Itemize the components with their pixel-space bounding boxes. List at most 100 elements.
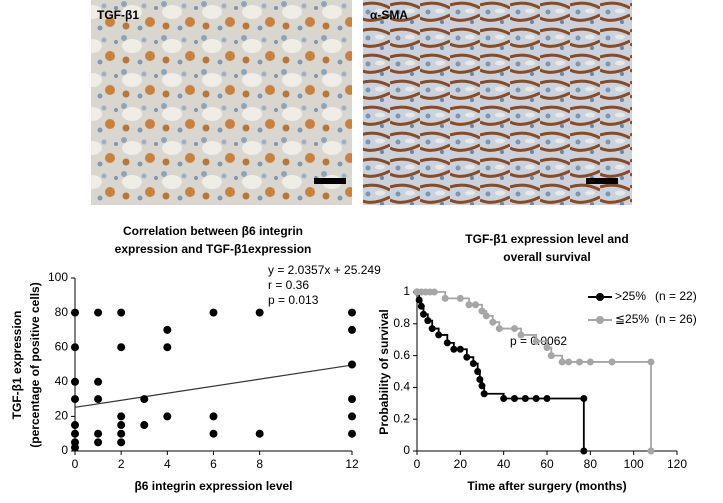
marker [456, 345, 464, 353]
point [94, 395, 103, 404]
marker [441, 294, 449, 302]
point [94, 308, 103, 317]
marker [511, 325, 518, 333]
image-label: TGF-β1 [97, 8, 139, 22]
marker [456, 294, 464, 302]
marker [521, 395, 529, 403]
point [140, 421, 149, 430]
marker [472, 301, 479, 309]
y-tick-label: 100 [48, 270, 68, 284]
chart-title: overall survival [503, 250, 590, 264]
point [163, 325, 172, 334]
annotation: r = 0.36 [268, 278, 309, 292]
marker [430, 288, 438, 296]
y-tick-label: 0.6 [393, 348, 410, 362]
legend-marker [596, 316, 604, 324]
marker [489, 318, 497, 326]
point [71, 421, 79, 430]
marker [482, 312, 490, 320]
point [348, 429, 356, 438]
y-axis-label: TGF-β1 expression [10, 311, 24, 420]
point [117, 308, 126, 317]
marker [543, 395, 551, 403]
marker [517, 331, 525, 339]
point [348, 325, 356, 334]
survival-curve [417, 291, 585, 451]
point [71, 429, 79, 438]
point [117, 429, 126, 438]
marker [608, 358, 616, 366]
y-tick-label: 40 [55, 374, 69, 388]
marker [532, 395, 540, 403]
point [255, 429, 264, 438]
point [163, 412, 172, 421]
x-tick-label: 12 [345, 457, 359, 471]
legend-label: >25% [615, 289, 646, 303]
point [348, 412, 356, 421]
marker [478, 307, 486, 315]
marker [586, 358, 594, 366]
y-tick-label: 60 [55, 339, 69, 353]
point [71, 343, 79, 352]
marker [558, 358, 566, 366]
point [94, 438, 103, 447]
x-tick-label: 60 [540, 457, 554, 471]
scale-bar [586, 178, 618, 184]
point [140, 395, 149, 404]
point [209, 308, 218, 317]
marker [474, 368, 482, 375]
x-axis-label: Time after surgery (months) [467, 479, 626, 493]
x-tick-label: 40 [497, 457, 511, 471]
point [94, 377, 103, 386]
x-tick-label: 120 [667, 457, 687, 471]
point [163, 343, 172, 352]
image-label: α-SMA [370, 8, 408, 22]
x-tick-label: 0 [414, 457, 421, 471]
marker [647, 358, 655, 366]
x-axis-label: β6 integrin expression level [134, 479, 292, 493]
marker [580, 395, 588, 403]
y-tick-label: 0 [61, 443, 68, 457]
marker [428, 325, 436, 333]
x-tick-label: 4 [164, 457, 171, 471]
marker [435, 331, 443, 339]
marker [495, 325, 503, 333]
marker [424, 317, 432, 325]
scale-bar [314, 178, 346, 184]
marker [647, 447, 655, 455]
micrograph [91, 0, 352, 205]
marker [532, 337, 540, 345]
marker [476, 375, 484, 383]
point [117, 421, 126, 430]
x-tick-label: 2 [118, 457, 125, 471]
point [71, 308, 79, 317]
y-tick-label: 0.2 [393, 411, 410, 425]
y-tick-label: 1 [403, 284, 410, 298]
x-tick-label: 100 [624, 457, 644, 471]
micrograph [363, 0, 632, 205]
x-tick-label: 8 [256, 457, 263, 471]
marker [465, 301, 473, 309]
x-tick-label: 80 [584, 457, 598, 471]
marker [420, 310, 427, 318]
y-axis-label: Probability of survival [377, 309, 391, 434]
y-tick-label: 0.4 [393, 380, 410, 394]
marker [565, 358, 573, 366]
marker [500, 395, 508, 403]
point [348, 360, 356, 369]
x-tick-label: 20 [454, 457, 468, 471]
point [348, 308, 356, 317]
marker [463, 353, 471, 361]
point [209, 412, 218, 421]
y-tick-label: 0 [403, 443, 410, 457]
legend-n: (n = 26) [655, 312, 697, 326]
marker [543, 344, 551, 352]
chart-title: Correlation between β6 integrin [123, 224, 303, 238]
marker [580, 447, 588, 455]
point [117, 412, 126, 421]
marker [576, 358, 583, 366]
point [71, 443, 79, 452]
y-tick-label: 20 [55, 409, 69, 423]
marker [443, 339, 451, 347]
point [348, 395, 356, 404]
